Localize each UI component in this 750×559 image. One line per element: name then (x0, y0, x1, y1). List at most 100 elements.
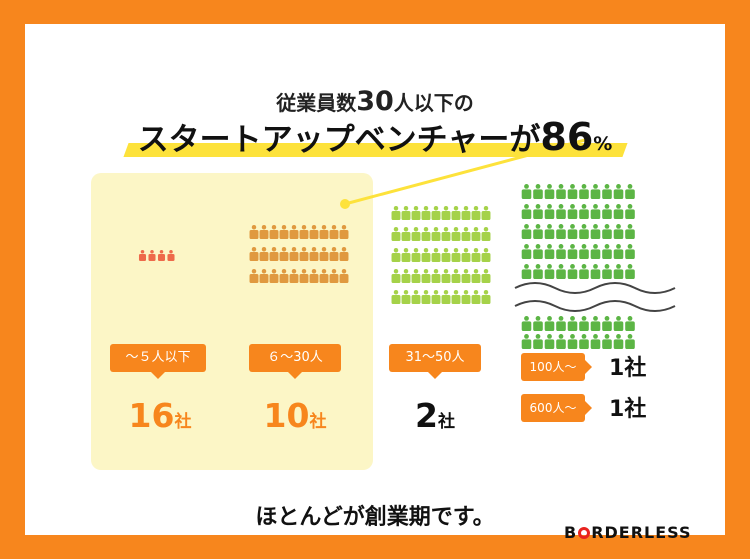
person-icon-big-5-3 (556, 316, 566, 331)
person-icon-big-6-6 (590, 334, 601, 349)
person-icon-g2-4-4 (431, 290, 441, 304)
group-count-unit-0: 社 (174, 412, 192, 432)
person-icon-g2-2-1 (401, 248, 411, 262)
person-icon-g2-3-2 (411, 269, 421, 283)
person-icon-big-6-9 (625, 334, 635, 349)
person-icon-g2-2-2 (411, 248, 421, 262)
person-icon-g2-1-9 (481, 227, 491, 241)
group-count-4: 1社 (609, 391, 646, 423)
person-icon-big-6-1 (533, 334, 543, 349)
group-count-unit-4: 社 (624, 397, 647, 422)
title-line-2-wrap: スタートアップベンチャーが86% (25, 114, 725, 159)
person-icon-g1-0-5 (299, 225, 309, 239)
person-icon-g2-3-4 (431, 269, 441, 283)
person-icon-g1-1-8 (329, 247, 339, 261)
group-count-0: 16社 (120, 396, 200, 435)
person-icon-big-1-6 (590, 204, 601, 219)
person-icon-g2-4-8 (471, 290, 481, 304)
person-icon-g2-1-5 (441, 227, 451, 241)
group-count-1: 10社 (255, 396, 335, 435)
person-icon-g1-1-5 (299, 247, 309, 261)
person-icon-big-3-9 (625, 244, 635, 259)
group-label-tag-3: 100人～ (521, 353, 592, 381)
person-icon-big-6-8 (613, 334, 624, 349)
person-icon-big-5-5 (579, 316, 589, 331)
person-icon-g2-0-2 (411, 206, 421, 220)
person-icon-g2-1-6 (451, 227, 461, 241)
group-count-3: 1社 (609, 350, 646, 382)
person-icon-big-3-4 (567, 244, 578, 259)
person-icon-big-6-0 (521, 334, 532, 349)
person-icon-big-2-7 (602, 224, 612, 239)
wavy-break-band (495, 283, 675, 311)
person-icon-g2-1-2 (411, 227, 421, 241)
person-icon-g2-4-7 (461, 290, 471, 304)
person-icon-big-4-7 (602, 264, 612, 279)
person-icon-g2-3-3 (421, 269, 431, 283)
person-icon-g1-1-4 (289, 247, 299, 261)
person-icon-g2-2-9 (481, 248, 491, 262)
person-icon-g1-0-7 (319, 225, 329, 239)
person-icon-big-3-3 (556, 244, 566, 259)
person-icon-big-3-7 (602, 244, 612, 259)
group-count-unit-3: 社 (624, 356, 647, 381)
person-icon-g2-2-8 (471, 248, 481, 262)
person-icon-big-6-4 (567, 334, 578, 349)
person-icon-big-4-9 (625, 264, 635, 279)
person-icon-g1-1-6 (309, 247, 319, 261)
person-icon-g1-0-0 (249, 225, 259, 239)
person-icon-big-4-3 (556, 264, 566, 279)
person-icon-big-1-4 (567, 204, 578, 219)
group-label-tag-2: 31～50人 (389, 344, 481, 379)
person-icon-big-2-6 (590, 224, 601, 239)
group-count-number-2: 2 (415, 396, 438, 435)
person-icon-big-0-5 (579, 184, 589, 199)
group-count-unit-2: 社 (437, 412, 455, 432)
person-icon-g0-0-2 (157, 250, 166, 261)
person-icon-big-0-1 (533, 184, 543, 199)
person-icon-big-5-1 (533, 316, 543, 331)
person-icon-g1-1-1 (259, 247, 269, 261)
title-text-a: 従業員数 (276, 91, 357, 115)
person-icon-g2-1-1 (401, 227, 411, 241)
title-line-1: 従業員数30人以下の (25, 86, 725, 117)
person-icon-g2-2-5 (441, 248, 451, 262)
person-icon-g1-2-5 (299, 269, 309, 283)
person-icon-g2-2-3 (421, 248, 431, 262)
person-icon-big-0-2 (544, 184, 555, 199)
person-icon-big-2-4 (567, 224, 578, 239)
person-icon-g2-0-3 (421, 206, 431, 220)
person-icon-g1-2-3 (279, 269, 289, 283)
person-icon-big-1-3 (556, 204, 566, 219)
person-icon-big-5-4 (567, 316, 578, 331)
person-icon-g2-0-9 (481, 206, 491, 220)
group-label-tag-4: 600人～ (521, 394, 592, 422)
person-icon-big-3-5 (579, 244, 589, 259)
person-icon-g2-2-6 (451, 248, 461, 262)
group-count-unit-1: 社 (309, 412, 327, 432)
borderless-logo: B RDERLESS (564, 523, 692, 542)
person-icon-big-0-0 (521, 184, 532, 199)
title-line-2: スタートアップベンチャーが86% (123, 114, 627, 159)
person-icon-big-1-2 (544, 204, 555, 219)
person-icon-g2-1-3 (421, 227, 431, 241)
person-icon-g2-4-9 (481, 290, 491, 304)
person-icon-big-0-9 (625, 184, 635, 199)
person-icon-g2-3-0 (391, 269, 401, 283)
person-icon-g2-2-7 (461, 248, 471, 262)
person-icon-g1-0-3 (279, 225, 289, 239)
person-icon-big-5-7 (602, 316, 612, 331)
person-icon-g1-2-2 (269, 269, 279, 283)
person-icon-big-3-2 (544, 244, 555, 259)
person-icon-g2-0-8 (471, 206, 481, 220)
person-icon-g2-3-9 (481, 269, 491, 283)
person-icon-g1-2-1 (259, 269, 269, 283)
person-icon-g2-3-7 (461, 269, 471, 283)
person-icon-g0-0-1 (148, 250, 156, 261)
person-icon-g2-4-2 (411, 290, 421, 304)
startup-highlight-panel (91, 173, 373, 470)
group-count-number-3: 1 (609, 356, 625, 381)
person-icon-g1-0-8 (329, 225, 339, 239)
person-icon-big-0-7 (602, 184, 612, 199)
person-icon-big-5-8 (613, 316, 624, 331)
